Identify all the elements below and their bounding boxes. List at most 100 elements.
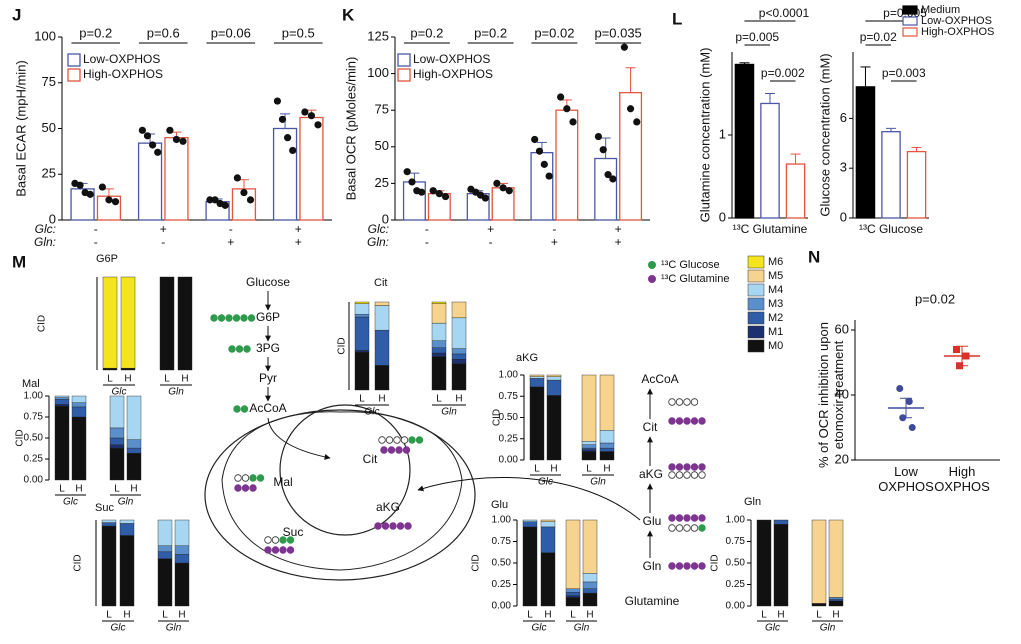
carbon-atom [683, 463, 691, 471]
carbon-atom [241, 484, 250, 492]
metabolite: AcCoA [641, 372, 678, 386]
stack-segment [451, 317, 467, 349]
carbon-atom [404, 522, 412, 530]
carbon-atom [400, 436, 409, 444]
metabolite: Gln [643, 559, 662, 573]
y-tick-label: 0.25 [24, 454, 44, 465]
stack-segment [159, 276, 175, 371]
legend-label: M0 [768, 340, 783, 352]
group-label: Glc [111, 623, 126, 634]
bar-label: H [181, 374, 188, 385]
y-tick-label: 0.00 [492, 601, 512, 612]
y-tick-label: 0.50 [499, 412, 519, 423]
data-point [289, 146, 297, 155]
x-tick-label: Low OXPHOS [878, 464, 934, 494]
stack-segment [828, 597, 844, 600]
condition-value: - [425, 235, 429, 249]
y-tick-label: 40 [835, 386, 849, 401]
bar-label: H [124, 374, 131, 385]
condition-value: + [615, 235, 622, 249]
y-tick-label: 0.25 [726, 579, 746, 590]
y-tick-label: 0.50 [726, 558, 746, 569]
bar-label: H [550, 464, 557, 475]
y-tick-label: 6 [840, 110, 847, 125]
stack-segment [109, 447, 125, 481]
data-point [557, 93, 565, 101]
metabolite: aKG [639, 467, 663, 481]
carbon-atom [408, 436, 416, 444]
data-point [111, 198, 120, 206]
bar-label: H [123, 610, 130, 621]
tracer-dot [648, 275, 656, 283]
carbon-atom [393, 436, 401, 444]
carbon-atom [389, 522, 397, 530]
data-point [179, 137, 187, 145]
data-point [896, 385, 904, 392]
panel-title: Cit [374, 277, 387, 289]
carbon-atom [675, 417, 684, 425]
data-point [166, 126, 174, 134]
legend-label: M2 [768, 312, 783, 324]
stack-segment [431, 303, 447, 324]
legend-swatch [747, 325, 765, 339]
stack-segment [546, 374, 562, 377]
carbon-atom [256, 474, 265, 482]
bar-label: L [359, 394, 365, 405]
tracer-label: ¹³C Glucose [661, 259, 720, 271]
carbon-atom [690, 471, 699, 479]
data-point [905, 398, 913, 405]
condition-value: - [161, 235, 165, 249]
group-label: Gln [166, 623, 182, 634]
data-point [240, 188, 248, 197]
carbon-atom [385, 436, 394, 444]
y-tick-label: 0.25 [499, 433, 519, 444]
bar-label: H [130, 484, 137, 495]
metabolite: Cit [643, 420, 658, 434]
carbon-atom [668, 417, 676, 425]
data-point [594, 132, 603, 141]
p-value: p=0.06 [211, 25, 251, 40]
group-label: Gln [820, 623, 836, 634]
bar-label: L [107, 374, 113, 385]
data-point [481, 194, 489, 202]
carbon-atom [698, 463, 706, 471]
stack-segment [451, 359, 467, 364]
data-point [206, 196, 214, 204]
carbon-atom [234, 474, 242, 482]
bar-label: H [178, 610, 185, 621]
data-point [620, 43, 628, 51]
y-axis-label: % of OCR inhibition upon etomoxir treatm… [816, 322, 846, 468]
stack-segment [177, 276, 193, 371]
p-value: p=0.5 [282, 25, 315, 40]
data-point [98, 183, 106, 191]
p-value: p=0.002 [761, 66, 805, 80]
group-label: Gln [118, 497, 134, 508]
condition-value: - [552, 222, 556, 236]
carbon-atom [380, 446, 388, 454]
carbon-atom [668, 524, 676, 532]
data-point [408, 178, 416, 186]
y-tick-label: 0 [840, 209, 847, 224]
stack-segment [599, 374, 615, 431]
carbon-atom [675, 514, 684, 522]
legend-label: Low-OXPHOS [83, 52, 160, 66]
bar-label: H [378, 394, 385, 405]
stack-segment [71, 395, 87, 403]
stack-segment [773, 519, 789, 525]
p-value: p=0.2 [474, 25, 507, 40]
y-axis-label: CID [15, 429, 26, 446]
carbon-atom [234, 484, 242, 492]
carbon-atom [217, 314, 226, 322]
data-point [221, 201, 229, 209]
bar [299, 116, 324, 221]
carbon-atom [240, 405, 249, 413]
condition-name: Gln: [367, 235, 389, 249]
carbon-atom [249, 474, 257, 482]
carbon-atom [675, 524, 684, 532]
y-axis-label: CID [337, 337, 348, 354]
condition-value: + [227, 235, 234, 249]
stack-segment [174, 562, 190, 607]
stack-segment [354, 301, 370, 304]
carbon-atom [241, 474, 250, 482]
